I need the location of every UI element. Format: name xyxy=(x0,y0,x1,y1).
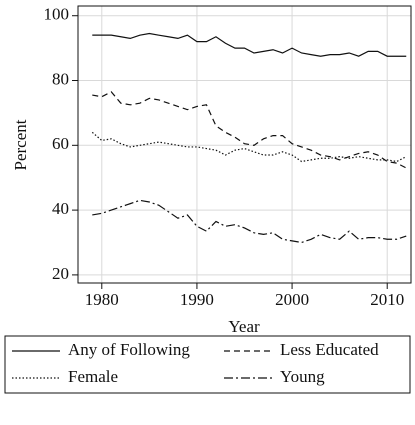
y-tick-label: 20 xyxy=(52,264,69,283)
series-line xyxy=(91,131,407,163)
legend-label: Young xyxy=(280,367,325,386)
series-line xyxy=(92,32,407,57)
y-tick-label: 60 xyxy=(52,134,69,153)
x-tick-label: 1980 xyxy=(85,290,119,309)
series-line xyxy=(92,199,407,244)
y-tick-label: 100 xyxy=(44,5,70,24)
y-tick-label: 40 xyxy=(52,199,69,218)
legend-label: Any of Following xyxy=(68,340,190,359)
x-tick-label: 2000 xyxy=(275,290,309,309)
x-tick-label: 1990 xyxy=(180,290,214,309)
series-line xyxy=(92,91,407,169)
plot-frame xyxy=(77,5,412,284)
y-tick-label: 80 xyxy=(52,69,69,88)
x-axis-label: Year xyxy=(228,317,260,336)
legend-label: Less Educated xyxy=(280,340,379,359)
y-axis-label: Percent xyxy=(11,119,30,170)
x-tick-label: 2010 xyxy=(370,290,404,309)
legend-label: Female xyxy=(68,367,118,386)
legend-box xyxy=(4,335,411,394)
